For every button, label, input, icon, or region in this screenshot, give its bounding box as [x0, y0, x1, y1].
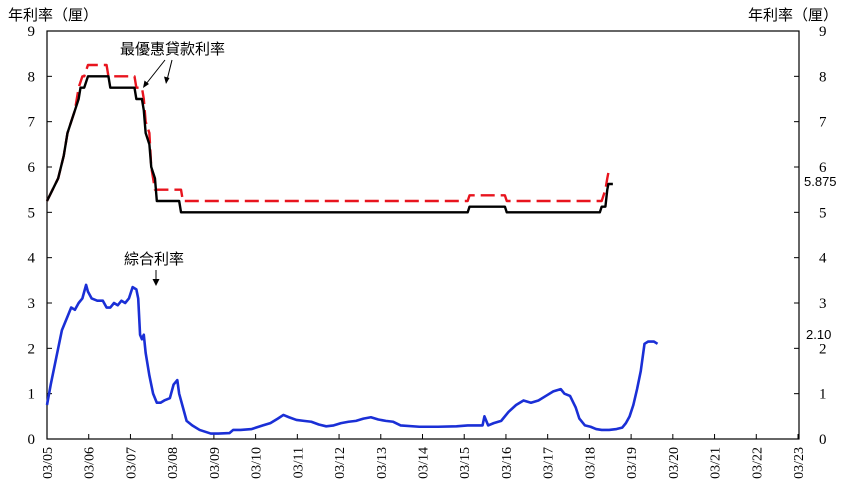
x-tick-label: 03/16	[500, 447, 515, 479]
y-tick-label-left: 1	[28, 387, 36, 403]
annotation-prime-text: 最優惠貸款利率	[120, 40, 225, 58]
y-tick-label-left: 7	[28, 115, 36, 131]
x-tick-label: 03/14	[417, 447, 432, 479]
x-tick-label: 03/23	[792, 447, 807, 479]
y-tick-label-right: 4	[819, 251, 827, 267]
y-axis-label-right: 年利率（厘）	[748, 6, 838, 24]
series-line-prime_high	[45, 63, 613, 203]
annotation-prime-arrowhead-2	[164, 76, 170, 84]
plot-frame	[46, 30, 800, 440]
x-tick-label: 03/17	[542, 447, 557, 479]
y-tick-label-right: 2	[819, 341, 827, 357]
y-tick-label-left: 8	[28, 69, 36, 85]
annotation-prime-arrow-1	[145, 59, 166, 85]
x-tick-label: 03/09	[208, 447, 223, 479]
annotation-composite: 綜合利率	[124, 250, 184, 286]
x-tick-label: 03/22	[750, 447, 765, 479]
y-tick-label-right: 7	[819, 115, 827, 131]
y-tick-label-left: 3	[28, 296, 36, 312]
end-label-composite: 2.10	[806, 327, 831, 342]
annotation-prime-arrow-2	[166, 59, 173, 81]
y-tick-label-right: 0	[819, 432, 827, 448]
series-group	[45, 63, 659, 435]
y-tick-label-left: 6	[28, 160, 36, 176]
y-tick-label-left: 5	[28, 205, 36, 221]
y-tick-label-right: 1	[819, 387, 827, 403]
series-line-prime_low	[45, 75, 613, 214]
x-tick-label: 03/10	[250, 447, 265, 479]
end-label-prime: 5.875	[804, 174, 837, 189]
annotation-prime: 最優惠貸款利率	[120, 40, 225, 88]
x-tick-label: 03/19	[625, 447, 640, 479]
x-tick-label: 03/12	[333, 447, 348, 479]
y-tick-label-left: 4	[28, 251, 36, 267]
y-tick-label-right: 6	[819, 160, 827, 176]
y-axis-label-left: 年利率（厘）	[8, 6, 98, 24]
annotation-composite-arrowhead	[152, 279, 160, 286]
x-tick-label: 03/07	[124, 447, 139, 479]
x-tick-label: 03/21	[709, 447, 724, 479]
x-tick-label: 03/06	[83, 447, 98, 479]
y-tick-label-right: 8	[819, 69, 827, 85]
x-tick-label: 03/15	[458, 447, 473, 479]
annotation-composite-text: 綜合利率	[124, 250, 184, 268]
x-tick-label: 03/20	[667, 447, 682, 479]
y-tick-label-right: 9	[819, 24, 827, 40]
y-tick-label-right: 5	[819, 205, 827, 221]
series-line-composite	[45, 283, 659, 435]
x-tick-label: 03/13	[375, 447, 390, 479]
y-tick-label-left: 2	[28, 341, 36, 357]
y-tick-label-left: 0	[28, 432, 36, 448]
y-ticks-right: 0 1 2 3 4 5 6 7 8 9	[794, 24, 827, 448]
y-tick-label-left: 9	[28, 24, 36, 40]
y-tick-label-right: 3	[819, 296, 827, 312]
x-tick-label: 03/18	[583, 447, 598, 479]
x-tick-label: 03/08	[166, 447, 181, 479]
x-tick-label: 03/05	[41, 447, 56, 479]
x-tick-label: 03/11	[291, 447, 306, 478]
annotation-prime-arrowhead-1	[143, 80, 149, 88]
y-ticks-left: 0 1 2 3 4 5 6 7 8 9	[28, 24, 52, 448]
x-ticks: 03/05 03/06 03/07 03/08 03/09 03/10 03/11 03/12…	[41, 434, 807, 479]
